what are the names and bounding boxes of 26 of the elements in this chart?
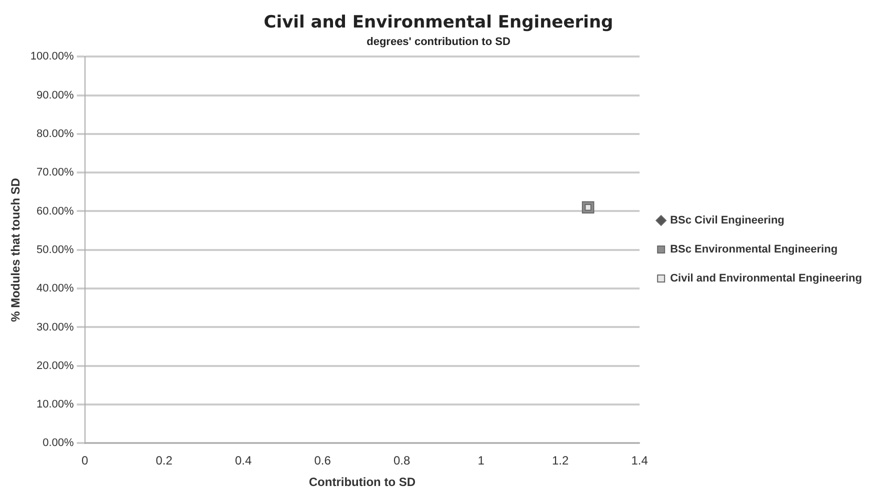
y-tick-label: 40.00% — [36, 282, 74, 295]
legend-label: BSc Environmental Engineering — [670, 244, 838, 256]
y-tick-label: 90.00% — [36, 89, 74, 102]
y-tick-label: 10.00% — [36, 398, 74, 411]
y-axis-title: % Modules that touch SD — [8, 178, 23, 322]
x-tick-label: 0 — [81, 454, 88, 468]
chart-title: Civil and Environmental Engineering — [264, 12, 614, 33]
x-tick-label: 0.2 — [156, 454, 173, 468]
y-tick-label: 100.00% — [30, 50, 74, 63]
y-tick-label: 0.00% — [42, 437, 74, 450]
x-axis-title: Contribution to SD — [308, 475, 416, 490]
x-tick-label: 0.4 — [234, 454, 252, 468]
x-tick-label: 1.4 — [631, 454, 648, 468]
x-tick-label: 0.8 — [393, 454, 410, 468]
legend-label: Civil and Environmental Engineering — [670, 272, 862, 285]
x-tick-label: 0.6 — [314, 454, 332, 468]
y-tick-label: 70.00% — [36, 166, 74, 179]
y-tick-label: 60.00% — [36, 205, 74, 218]
chart-subtitle: degrees' contribution to SD — [366, 36, 510, 48]
x-tick-label: 1 — [478, 454, 485, 468]
y-tick-label: 20.00% — [36, 360, 74, 372]
y-tick-label: 80.00% — [36, 128, 74, 140]
legend-label: BSc Civil Engineering — [670, 214, 784, 227]
x-tick-label: 1.2 — [552, 454, 569, 468]
y-tick-label: 50.00% — [36, 244, 74, 256]
y-tick-label: 30.00% — [36, 321, 74, 334]
